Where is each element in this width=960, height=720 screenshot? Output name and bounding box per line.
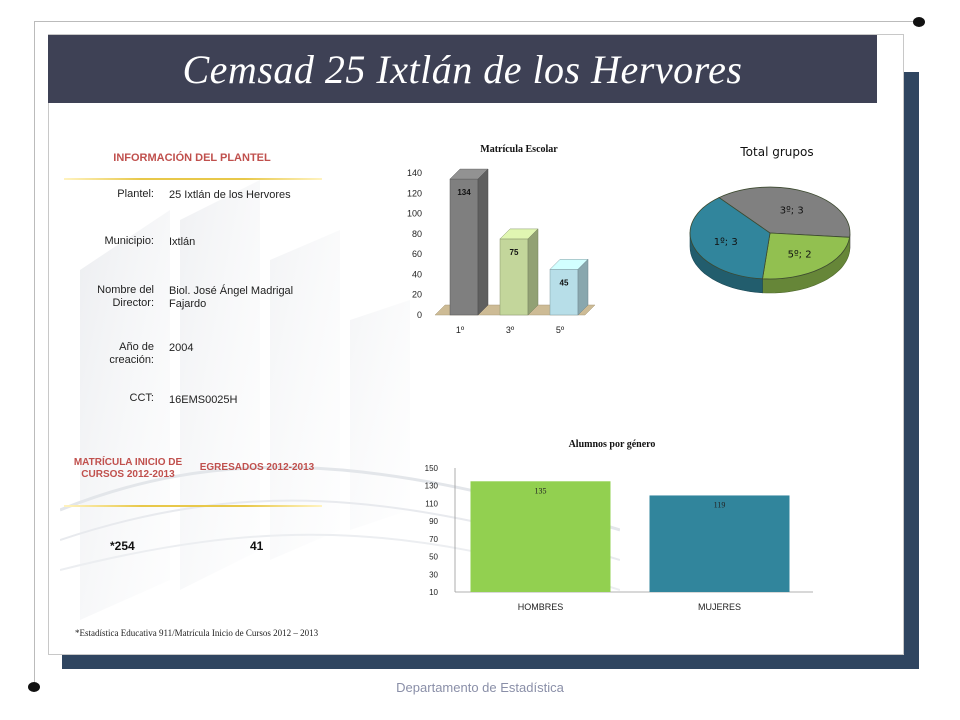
label-cct: CCT:: [129, 392, 154, 404]
value-municipio: Ixtlán: [169, 236, 196, 248]
y-tick-label: 120: [407, 188, 422, 198]
footnote: *Estadística Educativa 911/Matrícula Ini…: [75, 628, 319, 638]
bar: [470, 481, 611, 592]
matricula-value: *254: [110, 539, 135, 553]
bar: [449, 178, 479, 316]
decorative-background: [60, 180, 620, 620]
info-heading: INFORMACIÓN DEL PLANTEL: [113, 152, 271, 164]
frame-dot: [913, 17, 925, 27]
slice-label: 1º; 3: [714, 237, 738, 248]
pie-slice: [689, 197, 771, 280]
bar-side: [577, 258, 589, 316]
pie-slice: [762, 232, 851, 280]
y-tick-label: 100: [407, 209, 422, 219]
y-tick-label: 60: [412, 249, 422, 259]
gold-divider: [64, 178, 322, 180]
label-director: Nombre del Director:: [97, 284, 154, 309]
value-cct: 16EMS0025H: [169, 394, 238, 406]
y-tick-label: 80: [412, 229, 422, 239]
y-tick-label: 30: [429, 570, 438, 579]
frame-line-top: [34, 21, 918, 22]
y-tick-label: 50: [429, 553, 438, 562]
y-tick-label: 70: [429, 535, 438, 544]
bar: [499, 238, 529, 316]
y-tick-label: 10: [429, 588, 438, 597]
x-tick-label: 5º: [556, 325, 565, 335]
matricula-chart: Matrícula Escolar 0 20 40 60 80 100 120 140 134…: [407, 144, 596, 335]
value-director: Biol. José Ángel Madrigal Fajardo: [169, 285, 294, 310]
frame-dot: [28, 682, 40, 692]
frame-line-left: [34, 21, 35, 685]
y-tick-label: 150: [425, 464, 439, 473]
data-label: 75: [510, 248, 519, 257]
title-bar: [48, 35, 877, 103]
data-label: 45: [560, 278, 569, 287]
pie-slice: [718, 186, 851, 238]
bar: [649, 495, 790, 592]
bar-side: [477, 168, 489, 316]
egresados-heading: EGRESADOS 2012-2013: [199, 462, 315, 473]
page-title: Cemsad 25 Ixtlán de los Hervores: [182, 46, 743, 92]
bar-side: [527, 228, 539, 316]
gold-divider: [64, 505, 322, 507]
egresados-value: 41: [250, 539, 264, 553]
bar: [549, 269, 579, 316]
chart-title: Matrícula Escolar: [480, 144, 558, 155]
value-plantel: 25 Ixtlán de los Hervores: [169, 189, 291, 201]
y-tick-label: 20: [412, 290, 422, 300]
data-label: 119: [714, 500, 726, 509]
y-tick-label: 130: [425, 482, 439, 491]
genero-chart: Alumnos por género 10 30 50 70 90 110 130 150 1…: [425, 439, 813, 612]
y-tick-label: 0: [417, 310, 422, 320]
matricula-heading: MATRÍCULA INICIO DE CURSOS 2012-2013: [73, 457, 183, 480]
x-tick-label: HOMBRES: [518, 602, 564, 612]
y-tick-label: 110: [425, 499, 438, 508]
label-municipio: Municipio:: [104, 235, 154, 247]
x-tick-label: 1º: [456, 325, 465, 335]
chart-title: Total grupos: [739, 145, 813, 159]
slice-label: 3º; 3: [780, 205, 804, 216]
slice-label: 5º; 2: [788, 250, 812, 261]
label-plantel: Plantel:: [117, 188, 154, 200]
data-label: 134: [457, 188, 471, 197]
y-tick-label: 40: [412, 269, 422, 279]
data-label: 135: [535, 486, 547, 495]
x-tick-label: 3º: [506, 325, 515, 335]
chart-title: Alumnos por género: [569, 439, 656, 450]
footer-department: Departamento de Estadística: [396, 680, 564, 695]
y-tick-label: 90: [429, 517, 438, 526]
x-tick-label: MUJERES: [698, 602, 741, 612]
y-tick-label: 140: [407, 168, 422, 178]
grupos-chart: Total grupos 3º; 3 5º; 2 1º; 3: [689, 145, 851, 294]
value-anio: 2004: [169, 342, 194, 354]
label-anio: Año de creación:: [109, 341, 154, 366]
